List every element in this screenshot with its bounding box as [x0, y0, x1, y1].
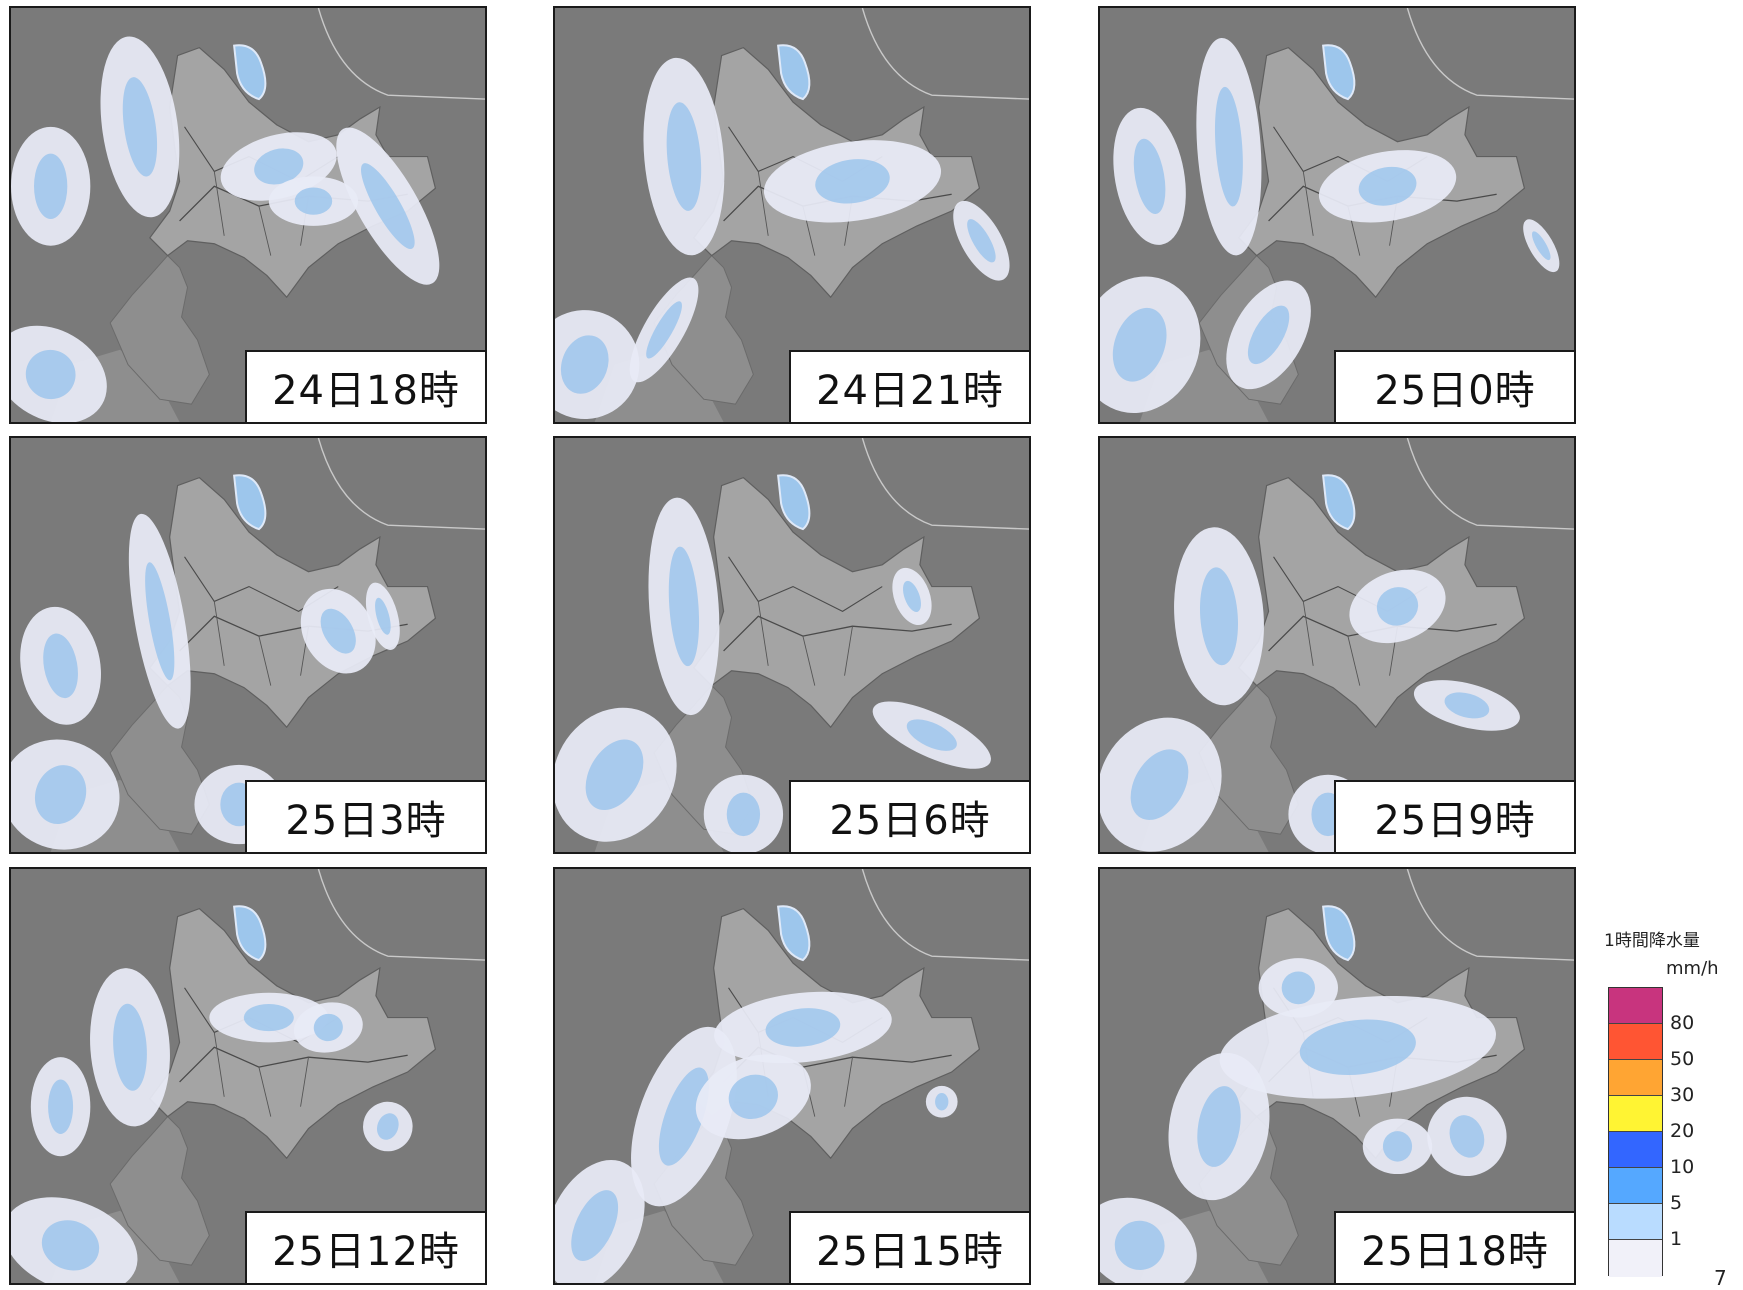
legend-swatch-1-5: [1609, 1204, 1662, 1240]
time-label-2: 24日21時: [789, 350, 1029, 422]
legend-tick-30: 30: [1670, 1084, 1695, 1106]
radar-map-panel-7: 25日12時: [9, 867, 487, 1285]
radar-map-panel-5: 25日6時: [553, 436, 1031, 854]
legend-tick-50: 50: [1670, 1048, 1695, 1070]
radar-map-panel-9: 25日18時: [1098, 867, 1576, 1285]
legend-swatch-50-80: [1609, 1024, 1662, 1060]
time-label-8: 25日15時: [789, 1211, 1029, 1283]
radar-map-panel-1: 24日18時: [9, 6, 487, 424]
time-label-1: 24日18時: [245, 350, 485, 422]
legend-swatch-80plus: [1609, 988, 1662, 1024]
legend-tick-5: 5: [1670, 1192, 1683, 1214]
legend-swatch-20-30: [1609, 1096, 1662, 1132]
time-label-9: 25日18時: [1334, 1211, 1574, 1283]
legend-unit: mm/h: [1666, 958, 1719, 979]
legend-swatch-0-1: [1609, 1240, 1662, 1277]
time-label-6: 25日9時: [1334, 780, 1574, 852]
legend-title: 1時間降水量: [1604, 931, 1700, 951]
legend-tick-10: 10: [1670, 1156, 1695, 1178]
legend-tick-20: 20: [1670, 1120, 1695, 1142]
legend-tick-1: 1: [1670, 1228, 1683, 1250]
radar-map-panel-4: 25日3時: [9, 436, 487, 854]
time-label-7: 25日12時: [245, 1211, 485, 1283]
radar-map-panel-2: 24日21時: [553, 6, 1031, 424]
legend-swatch-5-10: [1609, 1168, 1662, 1204]
radar-map-panel-8: 25日15時: [553, 867, 1031, 1285]
legend-tick-80: 80: [1670, 1012, 1695, 1034]
legend-swatch-10-20: [1609, 1132, 1662, 1168]
time-label-3: 25日0時: [1334, 350, 1574, 422]
time-label-4: 25日3時: [245, 780, 485, 852]
radar-map-panel-3: 25日0時: [1098, 6, 1576, 424]
legend-swatch-30-50: [1609, 1060, 1662, 1096]
page-number: 7: [1714, 1266, 1727, 1290]
radar-map-1: [11, 8, 485, 422]
time-label-5: 25日6時: [789, 780, 1029, 852]
radar-map-panel-6: 25日9時: [1098, 436, 1576, 854]
precipitation-legend: 1時間降水量 mm/h 80 50 30 20 10 5 1: [1602, 922, 1743, 1283]
radar-map-3: [1100, 8, 1574, 422]
legend-color-bar: [1608, 987, 1663, 1277]
